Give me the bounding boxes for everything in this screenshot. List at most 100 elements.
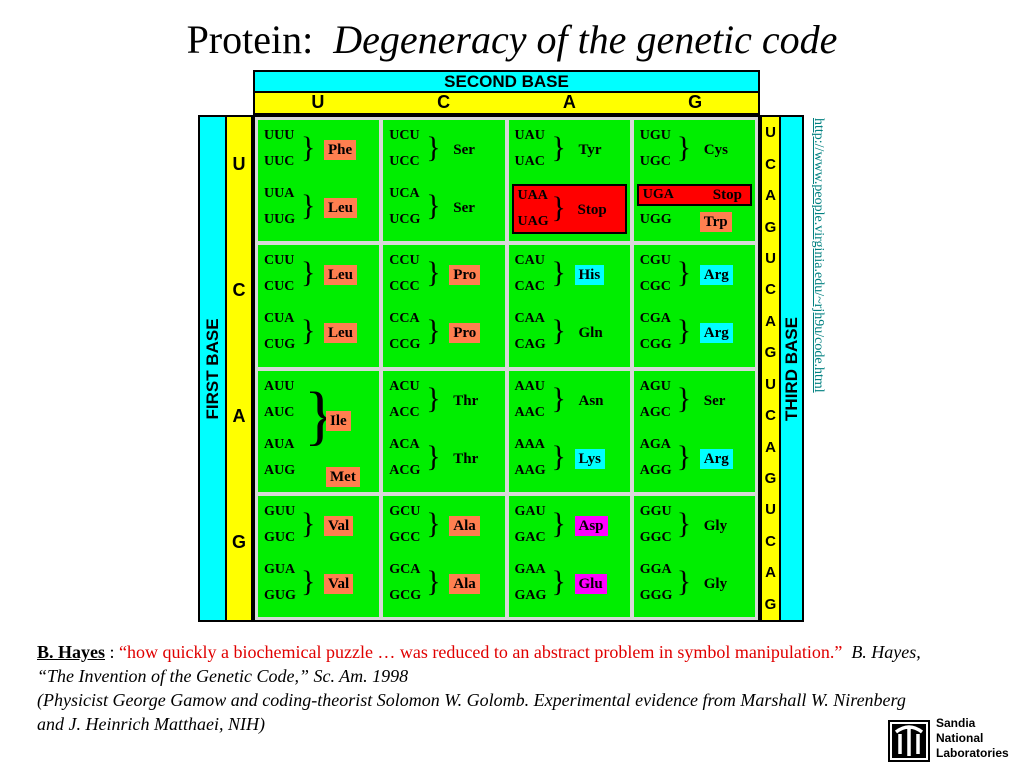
amino-acid: Arg (699, 265, 733, 286)
codon: AUA (264, 436, 295, 452)
stop-codon-box: UAA UAG } Stop (511, 184, 627, 234)
codon-pair: CAU CAC } His (509, 249, 630, 305)
brace-icon: } (301, 189, 316, 222)
amino-acid-stop: Stop (712, 187, 742, 203)
codon-cell-UC: UCU UCC } Ser UCA UCG } Ser (383, 120, 505, 242)
first-base-letter: G (231, 531, 246, 552)
codon-pair: AAU AAC } Asn (509, 375, 630, 431)
codon-cell-AG: AGU AGC } Ser AGA AGG } Arg (633, 370, 755, 492)
codon: GAA (514, 561, 546, 577)
brace-icon: } (426, 189, 441, 222)
codon: CCC (389, 279, 420, 295)
codon: CAA (514, 311, 545, 327)
brace-icon: } (676, 564, 692, 598)
codon-pair: ACA ACG } Thr (383, 433, 504, 489)
amino-acid-stop: Stop (577, 202, 607, 218)
codon: AAC (514, 404, 545, 420)
amino-acid: Thr (453, 450, 479, 467)
brace-icon: } (551, 191, 566, 224)
brace-icon: } (676, 131, 692, 164)
stop-codon-row: UGA Stop (636, 184, 752, 206)
codon-pair: CCA CCG } Pro (383, 307, 504, 363)
logo-line: Sandia (936, 716, 976, 730)
third-base-letter: A (765, 438, 776, 456)
codon-pair: CGU CGC } Arg (634, 249, 755, 305)
third-base-label: THIRD BASE (781, 316, 801, 421)
title-main: Protein: (186, 17, 314, 62)
amino-acid: Gln (578, 325, 603, 342)
codon: GUA (264, 561, 296, 577)
codon-pair: CGA CGG } Arg (634, 307, 755, 363)
amino-acid: Val (324, 573, 354, 594)
codon-pair: GUU GUC } Val (258, 500, 379, 556)
third-base-letter: A (765, 312, 776, 330)
codon-pair: CAA CAG } Gln (509, 307, 630, 363)
second-base-letter: G (688, 92, 703, 112)
codon: UAA (517, 188, 548, 203)
codon: CGU (639, 253, 671, 269)
codon: AUC (264, 404, 295, 420)
sandia-thunderbird-icon (888, 720, 930, 762)
brace-icon: } (426, 564, 441, 598)
codon: CUU (264, 253, 295, 269)
brace-icon: } (551, 564, 566, 598)
codon-pair: GAU GAC } Asp (509, 500, 630, 556)
source-url-link[interactable]: http://www.people.virginia.edu/~rjh9u/co… (811, 118, 826, 393)
codon: UUG (264, 212, 296, 227)
codon-pair: CCU CCC } Pro (383, 249, 504, 305)
codon: GCC (389, 529, 421, 545)
codon-pair: ACU ACC } Thr (383, 375, 504, 431)
codon-cell-CC: CCU CCC } Pro CCA CCG } Pro (383, 245, 505, 367)
brace-icon: } (426, 314, 441, 348)
amino-acid: Gly (703, 575, 728, 592)
first-base-letters: U C A G (227, 115, 253, 622)
brace-icon: } (426, 131, 441, 164)
second-base-letter: A (562, 92, 576, 112)
codon: UGA (642, 187, 674, 202)
codon-pair: UAU UAC } Tyr (509, 124, 630, 180)
brace-icon: } (426, 256, 441, 290)
brace-icon: } (676, 506, 692, 540)
codon-cell-CA: CAU CAC } His CAA CAG } Gln (508, 245, 630, 367)
codon: GCG (389, 587, 422, 603)
amino-acid: Leu (324, 198, 358, 218)
codon: AGU (639, 378, 671, 394)
codon-cell-GU: GUU GUC } Val GUA GUG } Val (258, 495, 380, 617)
brace-icon: } (551, 314, 566, 348)
codon-cell-UU: UUU UUC } Phe UUA UUG } Leu (258, 120, 380, 242)
codon-pair: GCU GCC } Ala (383, 500, 504, 556)
amino-acid: Thr (453, 392, 479, 409)
codon: GGU (639, 503, 672, 519)
amino-acid: Leu (324, 265, 358, 286)
quote-block: B. Hayes : “how quickly a biochemical pu… (37, 640, 937, 736)
third-base-letter: G (764, 470, 777, 488)
codon-pair: AGA AGG } Arg (634, 433, 755, 489)
amino-acid: Asn (578, 392, 604, 409)
codon: GCU (389, 503, 421, 519)
third-base-letter: G (764, 595, 777, 613)
codon-cell-UA: UAU UAC } Tyr UAA UAG } Stop (508, 120, 630, 242)
second-base-header: SECOND BASE (253, 70, 760, 93)
amino-acid: Trp (699, 212, 732, 232)
codon: GAU (514, 503, 546, 519)
quote-note: (Physicist George Gamow and coding-theor… (37, 690, 906, 734)
codon-cell-AA: AAU AAC } Asn AAA AAG } Lys (508, 370, 630, 492)
codon: CUA (264, 311, 295, 327)
codon: CAC (514, 279, 545, 295)
codon: CGG (639, 337, 672, 353)
source-url[interactable]: http://www.people.virginia.edu/~rjh9u/co… (808, 118, 828, 518)
amino-acid: Phe (324, 140, 357, 160)
codon: CCG (389, 337, 421, 353)
logo-line: National (936, 731, 984, 745)
third-base-letter: C (765, 407, 776, 425)
amino-acid: Leu (324, 323, 358, 344)
brace-icon: } (301, 564, 316, 598)
codon: GUC (264, 529, 296, 545)
codon-pair: GUA GUG } Val (258, 558, 379, 614)
third-base-letter: U (765, 375, 776, 393)
codon-cell-GG: GGU GGC } Gly GGA GGG } Gly (633, 495, 755, 617)
codon: GUU (264, 503, 296, 519)
codon: ACG (389, 462, 421, 478)
amino-acid: Arg (699, 448, 733, 469)
codon: CCA (389, 311, 420, 327)
